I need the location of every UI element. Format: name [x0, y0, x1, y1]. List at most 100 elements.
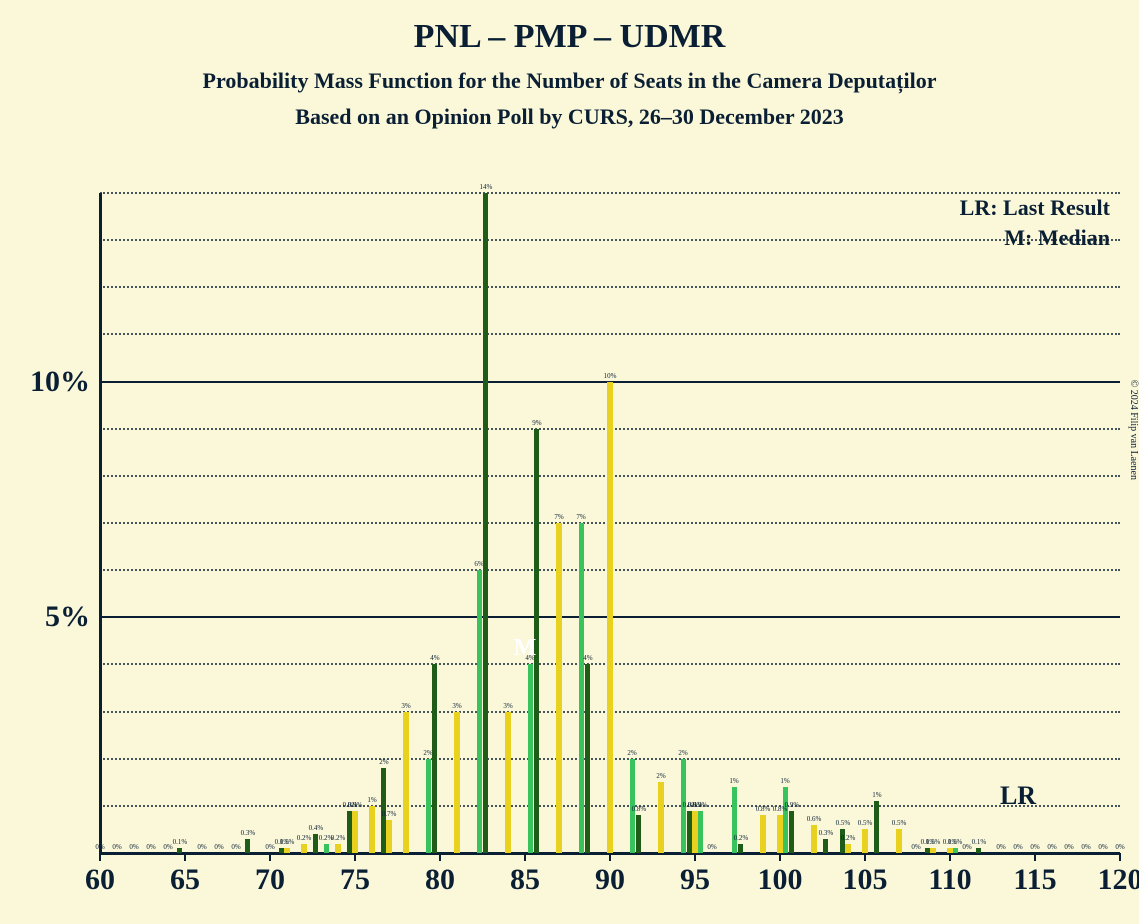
bar [789, 811, 794, 853]
bar-value-label: 0% [197, 843, 206, 851]
bar-value-label: 0.9% [785, 801, 800, 809]
gridline-minor [100, 333, 1120, 335]
bar-value-label: 0.5% [836, 819, 851, 827]
x-tick-mark [184, 853, 186, 861]
chart-subtitle-1: Probability Mass Function for the Number… [0, 68, 1139, 94]
bar [352, 811, 357, 853]
x-axis-label: 120 [1098, 863, 1139, 897]
bar [811, 825, 816, 853]
bar-value-label: 2% [678, 749, 687, 757]
bar [432, 664, 437, 853]
bar-value-label: 2% [627, 749, 636, 757]
bar [783, 787, 788, 853]
gridline-minor [100, 286, 1120, 288]
x-tick-mark [779, 853, 781, 861]
bar [823, 839, 828, 853]
bar-value-label: 0% [962, 843, 971, 851]
bar [698, 811, 703, 853]
bar-value-label: 14% [479, 183, 492, 191]
bar-value-label: 0.1% [280, 838, 295, 846]
bar [454, 712, 459, 853]
bar-value-label: 0% [231, 843, 240, 851]
chart-subtitle-2: Based on an Opinion Poll by CURS, 26–30 … [0, 104, 1139, 130]
bar-value-label: 0.4% [309, 824, 324, 832]
bar-value-label: 1% [780, 777, 789, 785]
bar-value-label: 1% [367, 796, 376, 804]
bar [324, 844, 329, 853]
legend-last-result: LR: Last Result [960, 195, 1110, 221]
bar-value-label: 0% [265, 843, 274, 851]
x-tick-mark [99, 853, 101, 861]
bar-value-label: 0% [1030, 843, 1039, 851]
bar-value-label: 0% [1064, 843, 1073, 851]
bar-value-label: 0% [163, 843, 172, 851]
gridline-minor [100, 239, 1120, 241]
x-axis-label: 75 [340, 863, 370, 897]
bar [483, 193, 488, 853]
bar-value-label: 9% [532, 419, 541, 427]
x-tick-mark [439, 853, 441, 861]
bar-value-label: 2% [656, 772, 665, 780]
x-tick-mark [1119, 853, 1121, 861]
bar-value-label: 7% [554, 513, 563, 521]
bar-value-label: 0.1% [173, 838, 188, 846]
bar [556, 523, 561, 853]
bar-value-label: 0% [1115, 843, 1124, 851]
bar [245, 839, 250, 853]
x-tick-mark [949, 853, 951, 861]
x-axis-label: 105 [843, 863, 888, 897]
bar [953, 848, 958, 853]
x-axis-label: 80 [425, 863, 455, 897]
bar-value-label: 0.8% [756, 805, 771, 813]
bar-value-label: 0.9% [348, 801, 363, 809]
last-result-marker: LR [1000, 781, 1036, 811]
bar-value-label: 0.5% [892, 819, 907, 827]
bar [738, 844, 743, 853]
median-marker: M [514, 635, 537, 662]
bar-value-label: 3% [503, 702, 512, 710]
bar [930, 848, 935, 853]
x-axis-label: 90 [595, 863, 625, 897]
legend-median: M: Median [1004, 225, 1110, 251]
x-axis-label: 70 [255, 863, 285, 897]
bar-value-label: 1% [872, 791, 881, 799]
bar-value-label: 0.2% [297, 834, 312, 842]
bar-value-label: 0% [146, 843, 155, 851]
y-axis-line [99, 193, 102, 853]
bar-value-label: 0% [112, 843, 121, 851]
x-axis-label: 110 [928, 863, 971, 897]
bar [313, 834, 318, 853]
bar-value-label: 0.8% [632, 805, 647, 813]
bar-value-label: 4% [430, 654, 439, 662]
bar-value-label: 0% [129, 843, 138, 851]
bar-value-label: 3% [401, 702, 410, 710]
bar [301, 844, 306, 853]
bar-value-label: 0% [707, 843, 716, 851]
x-tick-mark [269, 853, 271, 861]
bar [896, 829, 901, 853]
bar-value-label: 3% [452, 702, 461, 710]
bar [658, 782, 663, 853]
bar-value-label: 0.2% [841, 834, 856, 842]
bar [585, 664, 590, 853]
x-tick-mark [354, 853, 356, 861]
bar-value-label: 0.1% [926, 838, 941, 846]
bar-value-label: 0.1% [948, 838, 963, 846]
bar-value-label: 0% [95, 843, 104, 851]
bar [636, 815, 641, 853]
bar [976, 848, 981, 853]
bar [862, 829, 867, 853]
bar-value-label: 0% [1098, 843, 1107, 851]
bar [335, 844, 340, 853]
x-tick-mark [864, 853, 866, 861]
bar [760, 815, 765, 853]
x-tick-mark [609, 853, 611, 861]
bar [845, 844, 850, 853]
bar [426, 759, 431, 853]
bar-value-label: 0.6% [807, 815, 822, 823]
x-axis-label: 65 [170, 863, 200, 897]
titles: PNL – PMP – UDMR Probability Mass Functi… [0, 18, 1139, 130]
bar-value-label: 0% [996, 843, 1005, 851]
x-axis-label: 95 [680, 863, 710, 897]
bar [607, 382, 612, 853]
